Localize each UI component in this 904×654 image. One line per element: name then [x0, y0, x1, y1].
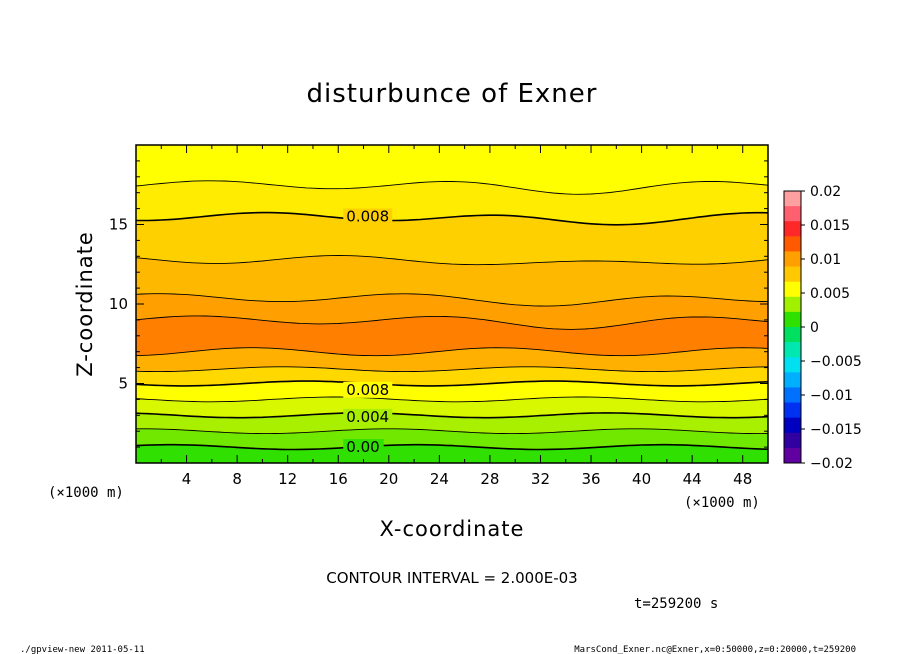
colorbar-tick-label: 0.015 [810, 218, 850, 234]
contour-line-3 [135, 396, 769, 403]
contour-labels: 0.008 0.008 0.004 0.00 [343, 208, 393, 456]
x-tick-label: 48 [733, 470, 752, 488]
x-tick-label: 8 [232, 470, 242, 488]
colorbar-segment [784, 372, 801, 388]
colorbar [783, 190, 802, 464]
y-axis-label: Z-coordinate [73, 231, 97, 377]
contour-line-1 [136, 428, 769, 435]
contour-label-bg-1 [343, 381, 393, 398]
contour-line-7 [135, 315, 769, 330]
x-axis-label: X-coordinate [380, 517, 525, 541]
colorbar-segment [784, 311, 801, 328]
contour-label-bg-3 [343, 439, 384, 456]
colorbar-segment [784, 402, 801, 419]
x-tick-label: 12 [278, 470, 297, 488]
contour-line-2 [135, 412, 769, 419]
contour-line-6 [135, 347, 769, 357]
contour-label-1: 0.008 [346, 381, 389, 399]
contour-line-8 [135, 293, 769, 307]
colorbar-segment [784, 342, 801, 358]
y-axis-ticks: 5 10 15 [109, 160, 768, 448]
contour-line-5 [135, 366, 769, 373]
x-tick-label: 4 [182, 470, 192, 488]
contour-line-0 [135, 443, 769, 451]
colorbar-segment [784, 281, 801, 298]
colorbar-tick-label: −0.015 [810, 422, 862, 438]
y-tick-label: 15 [109, 216, 128, 234]
contour-line-9 [135, 255, 769, 266]
colorbar-segment [784, 221, 801, 237]
colorbar-segment [784, 191, 801, 207]
x-tick-label: 36 [581, 470, 600, 488]
colorbar-segment [784, 206, 801, 222]
x-tick-label: 28 [480, 470, 499, 488]
contour-label-bg-2 [343, 408, 393, 425]
colorbar-segment [784, 296, 801, 313]
colorbar-segment [784, 387, 801, 404]
contour-label-bg-0 [343, 208, 393, 225]
x-tick-label: 24 [430, 470, 449, 488]
contour-label-2: 0.004 [346, 408, 389, 426]
y-tick-label: 10 [109, 295, 128, 313]
contour-label-0: 0.008 [346, 208, 389, 226]
colorbar-segment [784, 417, 801, 434]
x-axis-ticks: 4 8 12 16 20 24 28 32 36 40 44 48 [160, 145, 769, 488]
colorbar-segment [784, 357, 801, 373]
x-tick-label: 32 [531, 470, 550, 488]
x-tick-label: 44 [683, 470, 702, 488]
colorbar-tick-label: −0.02 [810, 456, 853, 472]
contour-line-11 [135, 180, 769, 195]
colorbar-segment [784, 432, 801, 449]
x-tick-label: 40 [632, 470, 651, 488]
contour-label-3: 0.00 [346, 438, 379, 456]
x-tick-label: 20 [379, 470, 398, 488]
chart-title: disturbunce of Exner [307, 79, 598, 109]
colorbar-segment [784, 447, 801, 464]
colorbar-segment [784, 327, 801, 343]
footer-right: MarsCond_Exner.nc@Exner,x=0:50000,z=0:20… [574, 645, 856, 654]
colorbar-segment [784, 266, 801, 283]
x-tick-label: 16 [329, 470, 348, 488]
colorbar-tick-label: 0 [810, 320, 819, 336]
contour-line-10 [136, 211, 769, 226]
colorbar-ticks: 0.02 0.015 0.01 0.005 0 −0.005 −0.01 −0.015 −0.0… [801, 184, 862, 472]
contour-line-4 [135, 380, 769, 387]
colorbar-tick-label: 0.005 [810, 286, 850, 302]
time-label: t=259200 s [634, 596, 718, 612]
contour-interval: CONTOUR INTERVAL = 2.000E-03 [326, 569, 577, 587]
contour-lines [135, 180, 769, 451]
colorbar-segment [784, 251, 801, 268]
footer-left: ./gpview-new 2011-05-11 [20, 645, 145, 654]
plot-area [135, 144, 769, 464]
colorbar-tick-label: −0.01 [810, 388, 853, 404]
colorbar-tick-label: −0.005 [810, 354, 862, 370]
x-unit-left: (×1000 m) [48, 485, 124, 501]
colorbar-tick-label: 0.01 [810, 252, 841, 268]
colorbar-tick-label: 0.02 [810, 184, 841, 200]
y-tick-label: 5 [118, 375, 128, 393]
colorbar-segment [784, 236, 801, 252]
x-unit-right: (×1000 m) [684, 495, 760, 511]
